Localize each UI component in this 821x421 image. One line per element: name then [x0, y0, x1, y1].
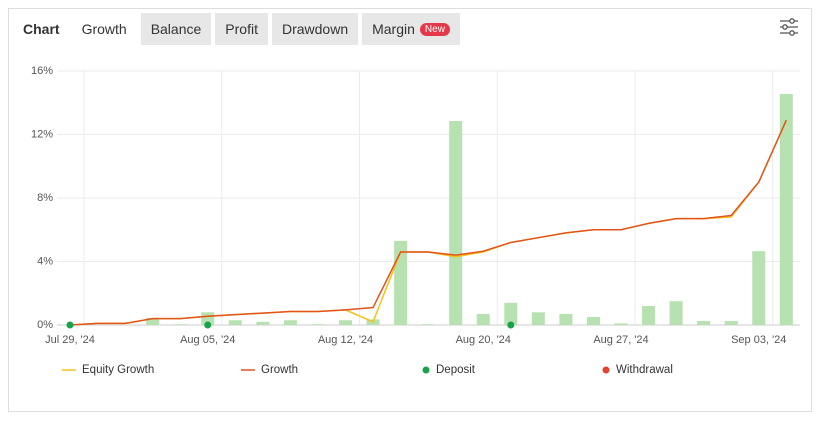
- tab[interactable]: Growth: [71, 13, 137, 45]
- bar: [531, 312, 545, 325]
- line: [69, 119, 787, 326]
- y-tick-label: 8%: [37, 192, 53, 204]
- x-tick-label: Aug 20, '24: [456, 334, 511, 346]
- bar: [642, 305, 656, 325]
- tab[interactable]: Profit: [215, 13, 268, 45]
- settings-icon[interactable]: [779, 17, 799, 37]
- panel: Chart Growth Balance Profit Drawdown Margin N…: [8, 8, 812, 412]
- bar: [449, 121, 463, 325]
- legend-label: Deposit: [436, 364, 476, 376]
- tab-bar: Chart Growth Balance Profit Drawdown Margin N…: [13, 13, 464, 45]
- tab[interactable]: Margin New: [362, 13, 460, 45]
- bar: [421, 324, 435, 325]
- x-tick-label: Aug 27, '24: [593, 334, 648, 346]
- bar: [586, 317, 600, 325]
- legend-label: Equity Growth: [82, 364, 154, 376]
- x-tick-label: Aug 05, '24: [180, 334, 235, 346]
- section-label: Chart: [23, 21, 60, 37]
- marker: [204, 321, 212, 329]
- y-tick-label: 16%: [31, 65, 53, 77]
- bar: [256, 321, 270, 325]
- badge: New: [419, 22, 450, 36]
- bar: [339, 320, 352, 325]
- bar: [173, 324, 187, 325]
- bar: [779, 94, 793, 325]
- bar: [311, 324, 325, 325]
- bar: [504, 302, 518, 325]
- bar: [614, 323, 628, 325]
- legend-label: Withdrawal: [616, 364, 673, 376]
- x-tick-label: Sep 03, '24: [731, 334, 786, 346]
- tab[interactable]: Drawdown: [271, 13, 359, 45]
- tab-label: Profit: [225, 21, 258, 37]
- bar: [669, 301, 683, 325]
- tab-label: Growth: [81, 21, 127, 37]
- tab-label: Balance: [150, 21, 202, 37]
- marker: [507, 321, 515, 329]
- x-tick-label: Aug 12, '24: [318, 334, 373, 346]
- bar: [559, 313, 573, 325]
- marker: [66, 321, 74, 329]
- legend-label: Growth: [261, 364, 298, 376]
- y-tick-label: 12%: [31, 128, 53, 140]
- legend-swatch: [602, 366, 610, 374]
- bar: [752, 251, 766, 325]
- x-tick-label: Jul 29, '24: [45, 334, 95, 346]
- bar: [476, 313, 490, 325]
- bar: [146, 317, 160, 325]
- tab-label: Drawdown: [281, 21, 349, 37]
- line: [69, 119, 787, 326]
- tab[interactable]: Balance: [140, 13, 212, 45]
- bar: [724, 321, 738, 325]
- bar: [228, 320, 242, 325]
- bar: [697, 321, 711, 325]
- bar: [283, 320, 297, 325]
- y-tick-label: 0%: [37, 319, 53, 331]
- y-tick-label: 4%: [37, 255, 53, 267]
- legend-swatch: [422, 366, 430, 374]
- tab-label: Margin: [372, 21, 415, 37]
